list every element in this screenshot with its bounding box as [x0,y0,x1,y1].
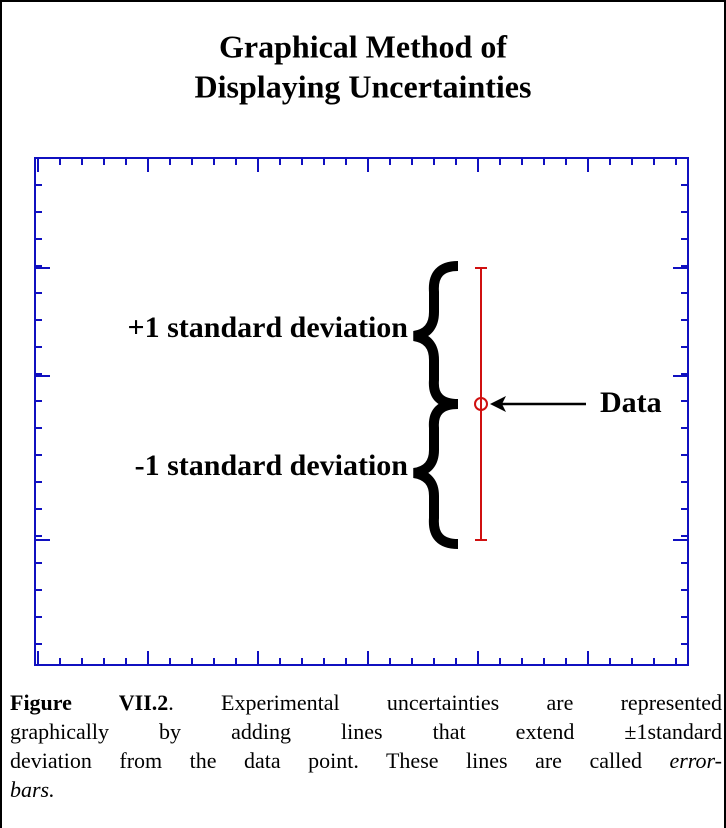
label: Data [600,386,662,419]
caption-line: graphically by adding lines that extend … [10,719,722,744]
caption-line: bars. [10,775,722,804]
caption-line: deviation from the data point. These lin… [10,746,722,775]
title-line: Graphical Method of [219,28,507,64]
label: -1 standard deviation [135,449,409,482]
label: +1 standard deviation [128,311,409,344]
data-point [474,397,488,411]
frame-box [34,157,689,666]
caption-term: error- [669,748,723,773]
brace [412,399,459,549]
caption-line: Figure VII.2. Experimental uncertainties… [10,688,722,717]
caption-term: bars. [10,777,55,802]
caption-text: . Experimental uncertainties are represe… [168,690,722,715]
plot-frame [34,157,689,666]
brace [412,261,459,409]
arrow-head [490,396,506,412]
caption-text: deviation from the data point. These lin… [10,748,642,773]
caption: Figure VII.2. Experimental uncertainties… [10,688,722,804]
caption-label: Figure VII.2 [10,690,169,715]
title-line: Displaying Uncertainties [195,68,532,104]
